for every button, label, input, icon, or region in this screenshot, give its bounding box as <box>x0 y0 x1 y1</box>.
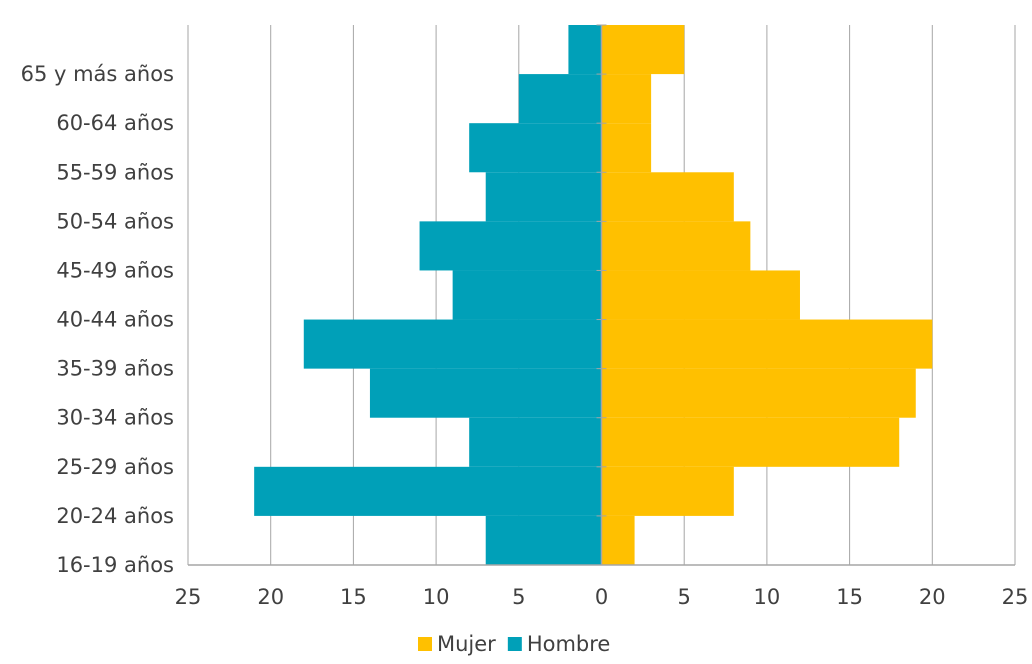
x-tick-label-4: 5 <box>512 585 525 609</box>
category-label-10: 65 y más años <box>21 62 174 86</box>
x-tick-label-3: 10 <box>423 585 450 609</box>
x-tick-label-5: 0 <box>595 585 608 609</box>
bar-mujer-3 <box>601 368 916 418</box>
legend: Mujer Hombre <box>418 632 610 656</box>
bar-hombre-2 <box>469 417 602 467</box>
bar-mujer-5 <box>601 270 800 320</box>
category-label-1: 20-24 años <box>56 504 174 528</box>
legend-swatch-mujer <box>418 637 432 651</box>
bar-mujer-1 <box>601 466 734 516</box>
bar-hombre-4 <box>303 319 602 369</box>
category-label-2: 25-29 años <box>56 455 174 479</box>
legend-label-mujer: Mujer <box>437 632 496 656</box>
bar-hombre-6 <box>419 221 602 271</box>
category-label-5: 40-44 años <box>56 308 174 332</box>
bar-hombre-9 <box>518 74 602 124</box>
category-labels: 16-19 años 20-24 años 25-29 años 30-34 años… <box>21 62 174 577</box>
category-label-8: 55-59 años <box>56 160 174 184</box>
x-tick-label-0: 25 <box>175 585 202 609</box>
bar-hombre-3 <box>369 368 602 418</box>
x-tick-label-6: 5 <box>678 585 691 609</box>
category-label-6: 45-49 años <box>56 258 174 282</box>
category-label-4: 35-39 años <box>56 357 174 381</box>
bar-mujer-2 <box>601 417 900 467</box>
category-label-3: 30-34 años <box>56 406 174 430</box>
x-tick-label-2: 15 <box>340 585 367 609</box>
bar-mujer-9 <box>601 74 652 124</box>
x-tick-label-8: 15 <box>836 585 863 609</box>
bar-mujer-10 <box>601 25 685 75</box>
bar-hombre-8 <box>469 123 602 173</box>
x-tick-label-1: 20 <box>257 585 284 609</box>
bar-mujer-4 <box>601 319 933 369</box>
axis <box>188 24 1015 566</box>
bar-hombre-7 <box>485 172 602 222</box>
x-tick-labels: 25 20 15 10 5 0 5 10 15 20 25 <box>175 585 1029 609</box>
x-tick-label-7: 10 <box>754 585 781 609</box>
legend-label-hombre: Hombre <box>527 632 611 656</box>
bar-hombre-10 <box>568 25 602 75</box>
bar-mujer-0 <box>601 515 635 565</box>
x-tick-label-9: 20 <box>919 585 946 609</box>
bars <box>254 25 933 565</box>
bar-mujer-7 <box>601 172 734 222</box>
legend-swatch-hombre <box>507 637 522 651</box>
bar-hombre-5 <box>452 270 602 320</box>
bar-mujer-8 <box>601 123 652 173</box>
category-label-0: 16-19 años <box>56 553 174 577</box>
bar-hombre-1 <box>254 466 602 516</box>
category-label-9: 60-64 años <box>56 111 174 135</box>
bar-hombre-0 <box>485 515 602 565</box>
bar-mujer-6 <box>601 221 751 271</box>
category-label-7: 50-54 años <box>56 209 174 233</box>
x-tick-label-10: 25 <box>1002 585 1029 609</box>
